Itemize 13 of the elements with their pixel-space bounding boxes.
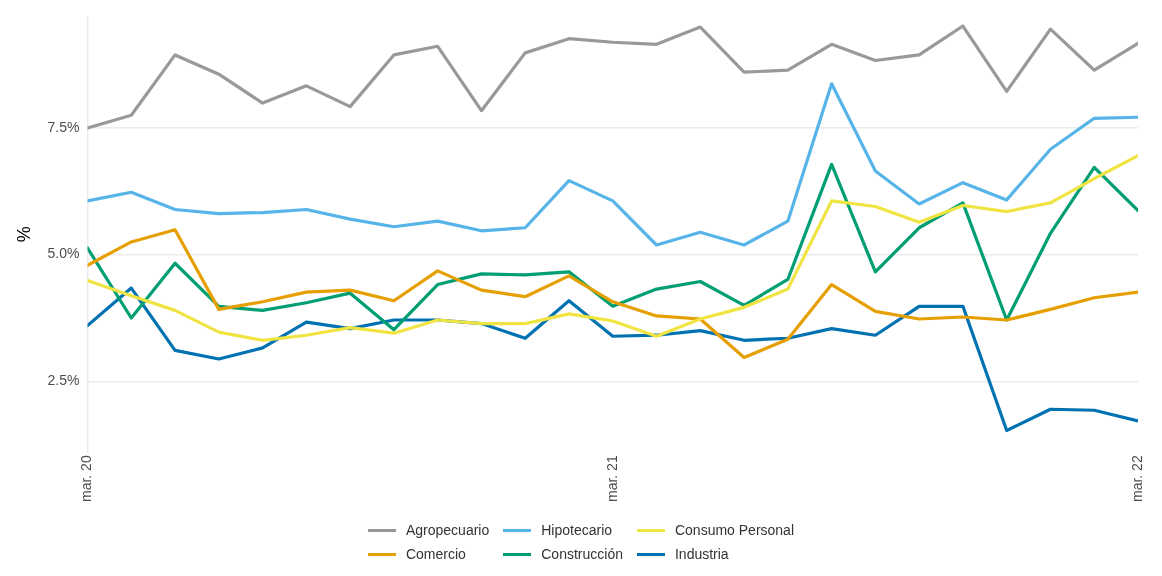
legend-label: Consumo Personal bbox=[674, 522, 795, 538]
x-tick-label: mar. 22 bbox=[1128, 455, 1145, 503]
legend-label: Construcción bbox=[541, 546, 623, 562]
legend-label: Agropecuario bbox=[405, 522, 490, 538]
x-tick-label: mar. 21 bbox=[603, 455, 620, 503]
legend-label: Industria bbox=[674, 546, 729, 562]
x-tick-label: mar. 20 bbox=[78, 455, 95, 503]
y-tick-label: 7.5% bbox=[47, 118, 80, 135]
y-axis-title: % bbox=[13, 226, 34, 243]
y-tick-label: 5.0% bbox=[47, 245, 80, 262]
legend-label: Comercio bbox=[405, 546, 466, 562]
y-tick-label: 2.5% bbox=[47, 372, 80, 389]
legend-label: Hipotecario bbox=[541, 522, 613, 538]
